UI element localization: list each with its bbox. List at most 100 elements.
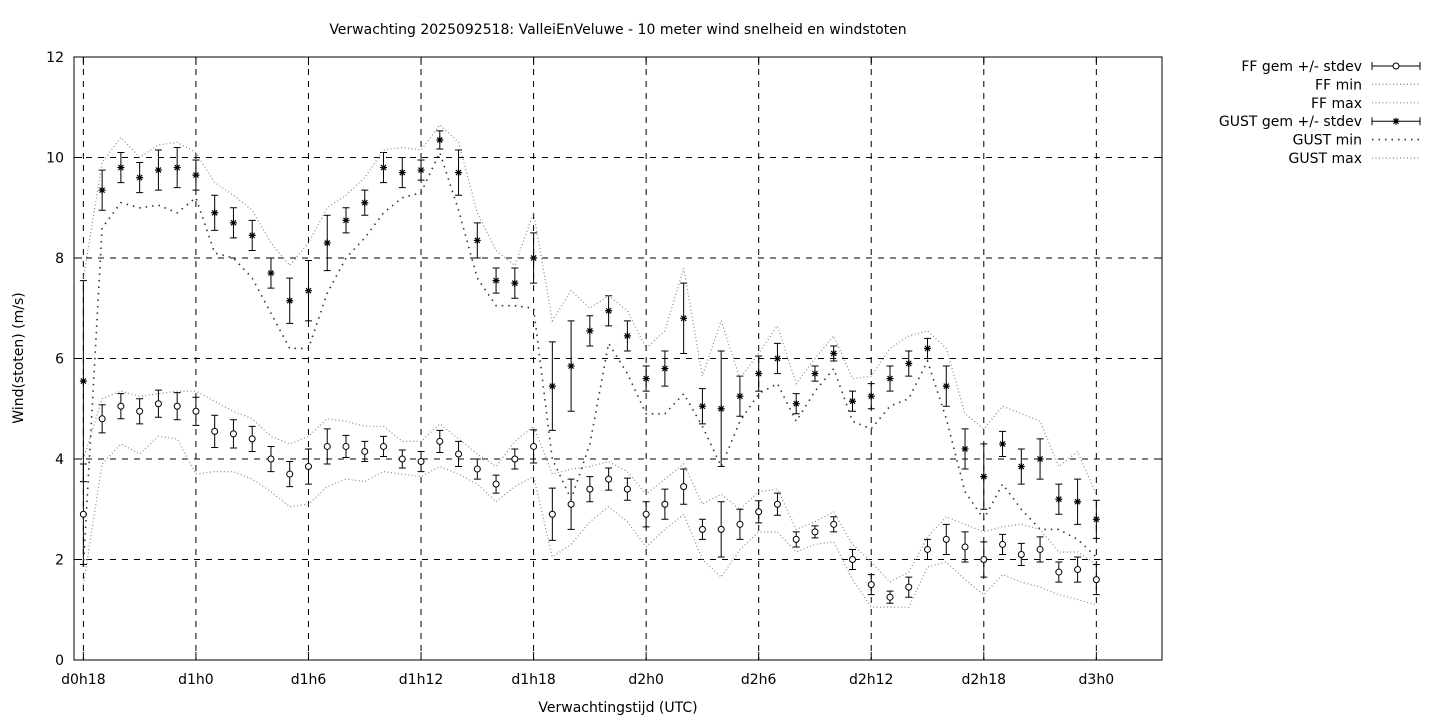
data-point [323,442,331,450]
data-point [1074,498,1082,506]
data-point [136,407,144,415]
data-point [680,314,688,322]
legend-label: FF gem +/- stdev [1241,59,1362,75]
legend-item-gust-min: GUST min [1293,133,1420,149]
data-point [304,287,312,295]
data-point [905,583,913,591]
data-point [999,540,1007,548]
legend-label: GUST gem +/- stdev [1219,114,1362,130]
data-point [830,349,838,357]
data-point [623,485,631,493]
x-tick-label: d2h18 [962,672,1006,688]
data-point [1092,515,1100,523]
data-point [811,370,819,378]
data-point [211,209,219,217]
legend-item-ff-min: FF min [1315,77,1420,93]
data-point [773,355,781,362]
data-point [192,407,200,415]
legend-item-ff-gem-stdev: FF gem +/- stdev [1241,59,1421,75]
data-point [511,455,519,463]
data-point [717,525,725,533]
data-point [380,164,388,172]
legend-item-ff-max: FF max [1311,96,1420,112]
data-point [661,500,669,508]
data-point [642,510,650,518]
data-point [867,392,875,400]
data-point [792,400,800,408]
data-point [942,382,950,390]
x-tick-label: d3h0 [1079,672,1115,688]
data-point [173,164,181,172]
data-point [417,166,425,174]
data-point [698,525,706,533]
data-point [398,455,406,463]
y-tick-label: 2 [55,553,64,569]
grid-lines [74,57,1162,660]
data-point [661,365,669,373]
data-point [848,556,856,563]
data-point [623,332,631,340]
legend-item-gust-max: GUST max [1289,151,1420,167]
data-point [98,186,106,194]
data-point [323,239,331,247]
data-point [342,442,350,450]
legend-label: GUST min [1293,133,1362,149]
data-point [567,500,575,508]
data-point [1055,568,1063,576]
data-point [605,475,613,483]
data-point [1055,495,1063,503]
data-point [211,427,219,435]
data-point [773,500,781,508]
data-point [1036,455,1044,463]
data-point [980,556,988,563]
data-point [511,279,519,287]
data-point [717,405,725,413]
data-point [304,463,312,471]
data-point [1017,550,1025,558]
legend-label: FF min [1315,77,1362,93]
data-point [1074,566,1082,574]
data-point [98,415,106,423]
data-point [586,485,594,493]
x-tick-label: d2h12 [849,672,893,688]
data-point [755,370,763,378]
data-point [117,402,125,410]
data-point [398,169,406,177]
legend: FF gem +/- stdev FF min FF max GUST gem +/-… [1219,59,1421,167]
data-point [698,402,706,410]
series-ff-gem-stdev [79,389,1100,604]
data-point [530,254,538,262]
data-point [492,277,500,285]
series-line [82,435,1097,608]
x-tick-label: d0h18 [61,672,105,688]
data-point [605,307,613,315]
data-point [680,483,688,491]
data-point [736,520,744,528]
y-tick-label: 12 [46,50,64,66]
y-tick-label: 4 [55,452,64,468]
data-point [154,166,162,174]
y-tick-label: 10 [46,151,64,167]
data-point [942,535,950,543]
chart-title: Verwachting 2025092518: ValleiEnVeluwe -… [329,22,906,38]
data-point [924,545,932,553]
data-point [117,164,125,172]
data-point [286,297,294,305]
data-point [548,510,556,518]
data-point [886,593,894,601]
data-point [154,400,162,408]
data-point [267,269,275,277]
x-tick-label: d2h0 [628,672,664,688]
data-point [980,473,988,481]
data-point [342,216,350,224]
legend-label: FF max [1311,96,1362,112]
data-point [886,375,894,383]
data-point [473,236,481,244]
data-point [999,440,1007,448]
data-point [1017,463,1025,471]
data-point [192,171,200,179]
data-point [830,520,838,528]
data-point [530,442,538,450]
data-point [455,169,463,177]
